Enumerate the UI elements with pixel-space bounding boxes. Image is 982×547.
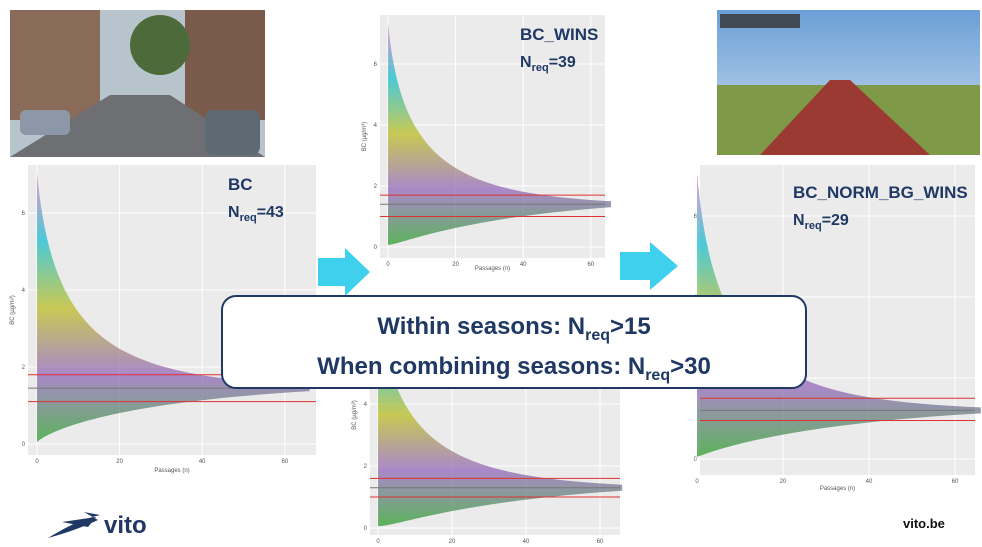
street-photo <box>10 10 265 157</box>
callout-sub: req <box>585 327 610 344</box>
logo-text: vito <box>104 512 147 539</box>
x-tick-label: 60 <box>952 479 959 485</box>
y-axis-label: BC (µg/m³) <box>362 122 368 151</box>
bike-path-photo <box>717 10 980 155</box>
x-tick-label: 20 <box>452 262 459 268</box>
callout-text: Within seasons: N <box>377 313 585 340</box>
x-tick-label: 20 <box>116 459 123 465</box>
n-label: N <box>793 212 805 229</box>
x-tick-label: 20 <box>780 479 787 485</box>
footer: vito.be <box>903 516 945 531</box>
n-label: N <box>228 204 240 221</box>
x-tick-label: 60 <box>587 262 594 268</box>
x-tick-label: 40 <box>199 459 206 465</box>
callout-text: When combining seasons: N <box>317 353 645 380</box>
x-axis-label: Passages (n) <box>475 266 510 272</box>
x-tick-label: 40 <box>520 262 527 268</box>
x-tick-label: 20 <box>449 539 456 545</box>
logo-bird <box>48 512 100 538</box>
callout-line: Within seasons: Nreq>15 <box>377 313 650 344</box>
callout-value: >15 <box>610 313 651 340</box>
arrow <box>620 242 678 290</box>
n-value: =29 <box>822 212 849 229</box>
n-sub: req <box>240 212 257 224</box>
x-axis-label: Passages (n) <box>820 486 855 492</box>
n-value: =39 <box>549 54 576 71</box>
x-tick-label: 60 <box>597 539 604 545</box>
x-tick-label: 40 <box>866 479 873 485</box>
n-sub: req <box>805 220 822 232</box>
arrow <box>318 248 370 296</box>
n-sub: req <box>532 62 549 74</box>
y-axis-label: BC (µg/m³) <box>10 295 16 324</box>
panel-title: BC_NORM_BG_WINS <box>793 183 968 202</box>
slide: 02460204060BC (µg/m³)Passages (n)BCNreq=… <box>0 0 982 547</box>
panel-title: BC_WINS <box>520 25 598 44</box>
panel-title: BC <box>228 175 253 194</box>
x-tick-label: 60 <box>281 459 288 465</box>
x-tick-label: 40 <box>523 539 530 545</box>
x-axis-label: Passages (n) <box>154 468 189 474</box>
y-axis-label: BC (µg/m³) <box>352 400 358 429</box>
n-value: =43 <box>257 204 284 221</box>
callout-value: >30 <box>670 353 711 380</box>
n-label: N <box>520 54 532 71</box>
callout-sub: req <box>645 367 670 384</box>
